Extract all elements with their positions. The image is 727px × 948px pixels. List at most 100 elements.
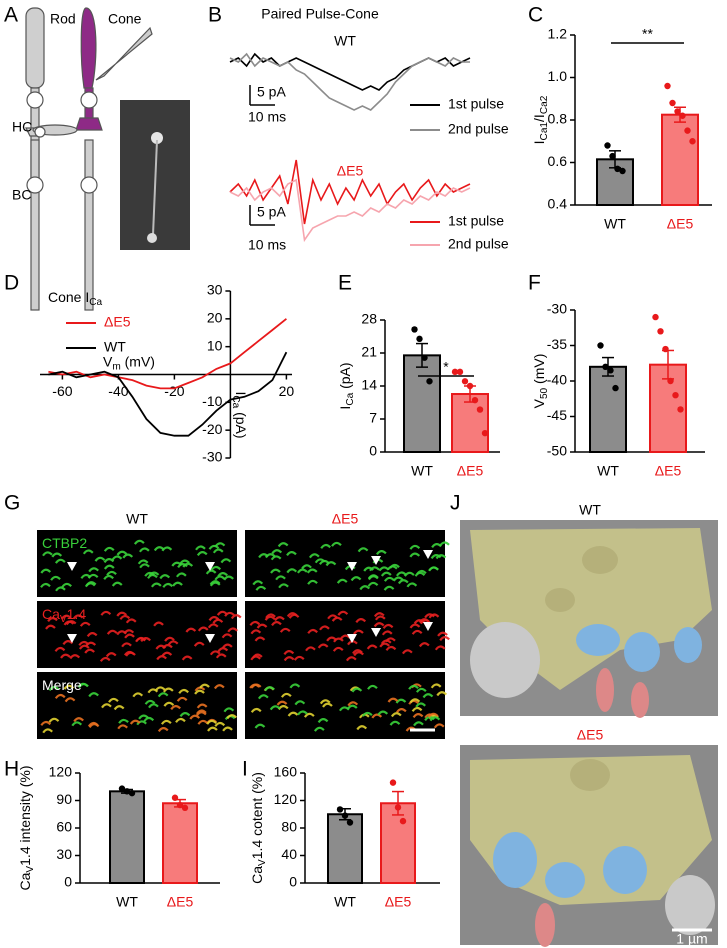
data-point bbox=[451, 368, 459, 376]
synapse-ribbon bbox=[278, 583, 289, 589]
em-scale-label: 1 µm bbox=[676, 931, 707, 947]
synapse-ribbon bbox=[390, 712, 402, 718]
y-axis-label: CaV1.4 cotent (%) bbox=[249, 772, 268, 884]
panel-letter: C bbox=[528, 4, 543, 27]
synapse-ribbon bbox=[395, 698, 407, 704]
synapse-ribbon bbox=[271, 621, 282, 627]
arrowhead bbox=[371, 556, 381, 565]
micrograph bbox=[245, 530, 445, 597]
synapse-ribbon bbox=[286, 612, 298, 618]
bar bbox=[661, 113, 699, 206]
y-tick-label: 120 bbox=[49, 764, 73, 780]
synapse-ribbon bbox=[79, 621, 91, 627]
data-point bbox=[597, 342, 604, 349]
synapse-ribbon bbox=[301, 564, 312, 570]
synapse-ribbon bbox=[136, 720, 147, 726]
synapse-ribbon bbox=[101, 703, 112, 709]
synapse-ribbon bbox=[48, 717, 60, 723]
panel-letter: H bbox=[4, 758, 19, 781]
label-part: I bbox=[531, 140, 547, 144]
y-tick-label: -45 bbox=[547, 407, 567, 423]
synapse-ribbon bbox=[99, 656, 111, 662]
synapse-ribbon bbox=[222, 726, 233, 732]
bar bbox=[589, 365, 627, 453]
synapse-ribbon bbox=[178, 688, 189, 694]
synapse-ribbon bbox=[48, 686, 60, 692]
cone-bc-nucleus bbox=[80, 176, 98, 194]
synapse-ribbon bbox=[206, 719, 217, 725]
data-point bbox=[669, 99, 676, 107]
synapse-ribbon bbox=[355, 618, 367, 624]
synapse-ribbon bbox=[353, 651, 364, 657]
synapse-ribbon bbox=[424, 613, 435, 619]
arrowhead bbox=[67, 634, 77, 643]
em-mito bbox=[582, 546, 618, 574]
label-part: V bbox=[257, 859, 268, 866]
data-point bbox=[399, 817, 407, 825]
x-tick-label: -60 bbox=[52, 383, 72, 399]
synapse-ribbon bbox=[422, 693, 434, 699]
schematic-label: Cone bbox=[108, 11, 142, 27]
x-tick-label: WT bbox=[411, 463, 433, 479]
synapse-ribbon bbox=[71, 721, 83, 727]
synapse-ribbon bbox=[415, 702, 426, 708]
bar bbox=[403, 354, 441, 454]
synapse-ribbon bbox=[196, 703, 208, 709]
em-cell bbox=[665, 875, 715, 935]
synapse-ribbon bbox=[381, 630, 393, 636]
synapse-ribbon bbox=[170, 705, 181, 711]
synapse-ribbon bbox=[286, 568, 298, 574]
synapse-ribbon bbox=[84, 648, 95, 654]
synapse-ribbon bbox=[137, 559, 149, 565]
scale-label: 5 pA bbox=[257, 84, 286, 100]
synapse-ribbon bbox=[181, 655, 193, 661]
synapse-ribbon bbox=[374, 615, 386, 621]
y-tick-label: -50 bbox=[547, 443, 567, 459]
synapse-ribbon bbox=[148, 703, 159, 709]
synapse-ribbon bbox=[62, 640, 74, 646]
bar bbox=[380, 802, 416, 884]
legend-label: ΔE5 bbox=[104, 314, 131, 330]
synapse-ribbon bbox=[148, 571, 160, 577]
synapse-ribbon bbox=[279, 627, 291, 633]
synapse-ribbon bbox=[270, 568, 281, 574]
synapse-ribbon bbox=[395, 708, 407, 714]
y-tick-label: 0.4 bbox=[548, 196, 568, 212]
synapse-ribbon bbox=[277, 542, 289, 548]
trace-line bbox=[229, 159, 471, 225]
synapse-ribbon bbox=[60, 614, 72, 620]
data-point bbox=[657, 328, 664, 335]
x-tick-label: ΔE5 bbox=[655, 463, 682, 479]
synapse-ribbon bbox=[255, 585, 267, 591]
synapse-ribbon bbox=[54, 558, 66, 564]
synapse-ribbon bbox=[307, 579, 318, 585]
y-tick-label: 90 bbox=[56, 791, 72, 807]
synapse-ribbon bbox=[317, 718, 329, 724]
synapse-ribbon bbox=[269, 705, 281, 711]
synapse-ribbon bbox=[351, 687, 363, 693]
synapse-ribbon bbox=[119, 614, 131, 620]
synapse-ribbon bbox=[205, 569, 217, 575]
synapse-ribbon bbox=[223, 575, 234, 581]
synapse-ribbon bbox=[138, 547, 150, 553]
synapse-ribbon bbox=[415, 687, 427, 693]
synapse-ribbon bbox=[361, 711, 373, 717]
synapse-ribbon bbox=[276, 700, 288, 706]
synapse-ribbon bbox=[318, 559, 330, 565]
synapse-ribbon bbox=[55, 586, 66, 592]
label-part: CTBP2 bbox=[42, 535, 87, 551]
synapse-ribbon bbox=[87, 573, 99, 579]
synapse-ribbon bbox=[265, 613, 276, 619]
y-tick-label: 0.6 bbox=[548, 153, 568, 169]
data-point bbox=[426, 378, 433, 385]
synapse-ribbon bbox=[197, 626, 209, 632]
synapse-ribbon bbox=[162, 687, 174, 693]
synapse-ribbon bbox=[143, 716, 155, 722]
synapse-ribbon bbox=[54, 693, 66, 699]
arrowhead bbox=[423, 622, 433, 631]
synapse-ribbon bbox=[367, 575, 379, 581]
synapse-ribbon bbox=[221, 633, 233, 639]
synapse-ribbon bbox=[297, 710, 308, 716]
data-point bbox=[341, 812, 349, 819]
